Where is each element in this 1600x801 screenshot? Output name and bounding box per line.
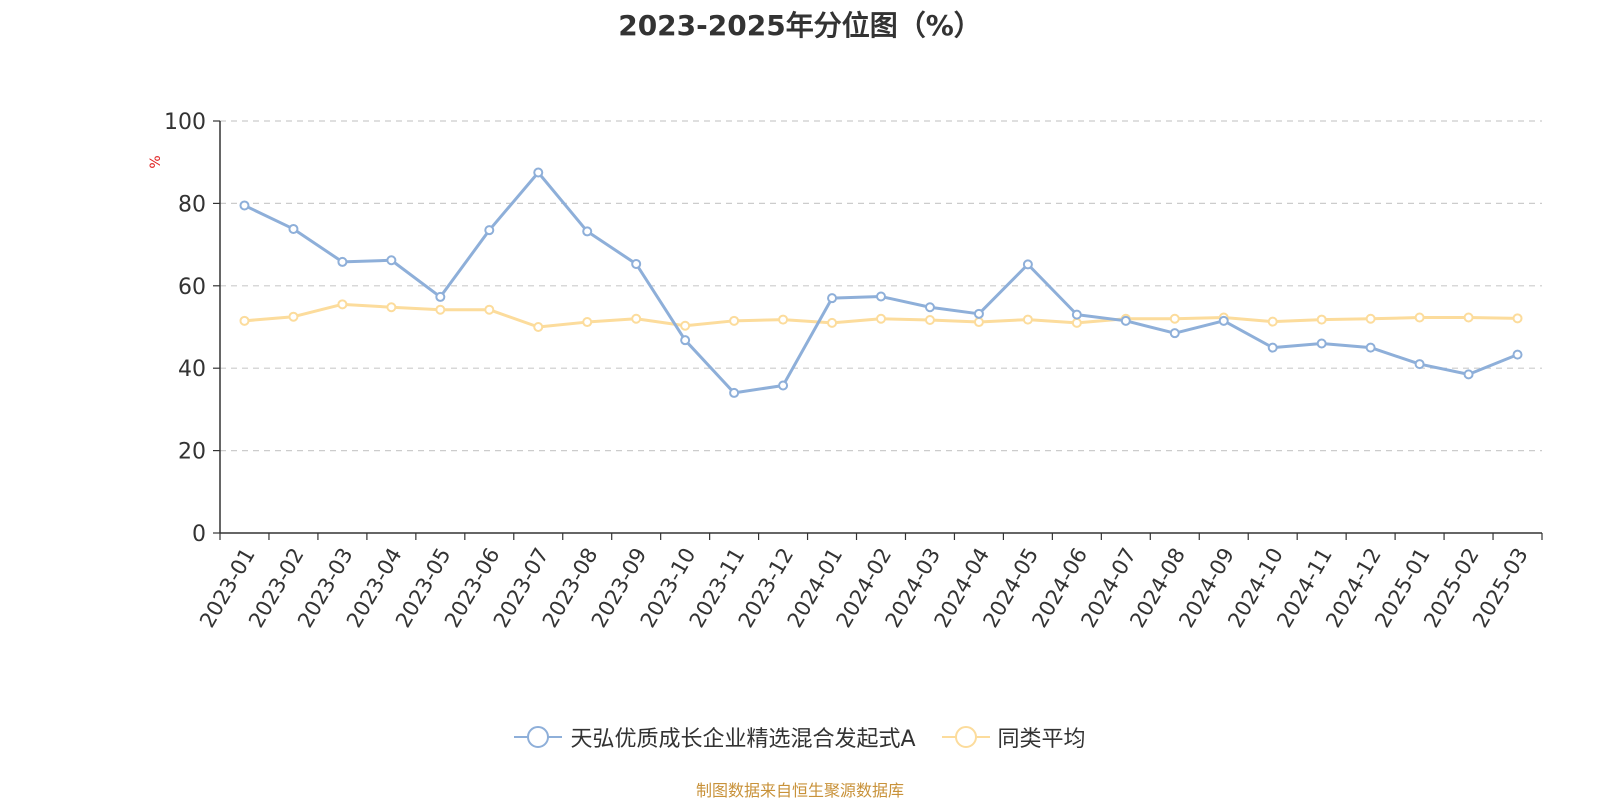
- data-point[interactable]: [1169, 313, 1180, 324]
- data-point[interactable]: [1512, 313, 1523, 324]
- y-tick-label: 80: [178, 192, 206, 217]
- axes: 0204060801002023-012023-022023-032023-04…: [164, 110, 1543, 632]
- data-point[interactable]: [582, 226, 593, 237]
- data-point[interactable]: [386, 255, 397, 266]
- legend-label-series-0: 天弘优质成长企业精选混合发起式A: [570, 727, 916, 752]
- data-point[interactable]: [1316, 314, 1327, 325]
- data-point[interactable]: [729, 387, 740, 398]
- series: [239, 167, 1523, 398]
- y-tick-label: 20: [178, 440, 206, 465]
- data-point[interactable]: [729, 315, 740, 326]
- series-0: [239, 167, 1523, 398]
- legend-label-series-1: 同类平均: [997, 727, 1086, 752]
- data-point[interactable]: [582, 317, 593, 328]
- legend: 天弘优质成长企业精选混合发起式A 同类平均: [0, 721, 1600, 753]
- data-point[interactable]: [1071, 309, 1082, 320]
- series-1: [239, 299, 1523, 332]
- data-point[interactable]: [1512, 349, 1523, 360]
- data-point[interactable]: [337, 299, 348, 310]
- data-point[interactable]: [239, 315, 250, 326]
- grid-lines: [220, 120, 1542, 452]
- data-point[interactable]: [1022, 259, 1033, 270]
- data-point[interactable]: [484, 304, 495, 315]
- y-tick-label: 60: [178, 275, 206, 300]
- data-point[interactable]: [386, 302, 397, 313]
- data-point[interactable]: [239, 200, 250, 211]
- data-point[interactable]: [1267, 342, 1278, 353]
- data-point[interactable]: [778, 314, 789, 325]
- data-point[interactable]: [876, 313, 886, 324]
- data-point[interactable]: [1169, 328, 1180, 339]
- data-point[interactable]: [1022, 314, 1033, 325]
- data-point[interactable]: [827, 317, 838, 328]
- data-point[interactable]: [827, 293, 838, 304]
- y-axis-label: %: [148, 155, 164, 168]
- y-tick-label: 40: [178, 357, 206, 382]
- data-point[interactable]: [435, 291, 446, 302]
- data-point[interactable]: [1463, 312, 1474, 323]
- data-point[interactable]: [1414, 359, 1425, 370]
- data-point[interactable]: [778, 380, 789, 391]
- data-point[interactable]: [973, 317, 984, 328]
- data-point[interactable]: [533, 322, 544, 332]
- data-point[interactable]: [484, 225, 495, 236]
- data-point[interactable]: [876, 291, 886, 302]
- series-line-0: [242, 171, 1520, 395]
- data-point[interactable]: [1365, 342, 1376, 353]
- y-tick-label: 0: [192, 522, 206, 547]
- data-point[interactable]: [1316, 338, 1327, 349]
- chart-title: 2023-2025年分位图（%）: [618, 9, 982, 42]
- data-point[interactable]: [924, 302, 935, 313]
- source-note: 制图数据来自恒生聚源数据库: [695, 781, 904, 800]
- y-tick-label: 100: [164, 110, 206, 135]
- data-point[interactable]: [1071, 317, 1082, 328]
- legend-item-series-0[interactable]: 天弘优质成长企业精选混合发起式A: [514, 721, 916, 753]
- legend-marker-icon: [514, 726, 563, 748]
- data-point[interactable]: [680, 335, 691, 346]
- legend-item-series-1[interactable]: 同类平均: [941, 721, 1086, 753]
- data-point[interactable]: [288, 223, 299, 234]
- data-point[interactable]: [1218, 315, 1229, 326]
- data-point[interactable]: [631, 313, 642, 324]
- data-point[interactable]: [631, 258, 642, 269]
- data-point[interactable]: [435, 304, 446, 315]
- legend-marker-icon: [941, 726, 990, 748]
- data-point[interactable]: [924, 314, 935, 325]
- data-point[interactable]: [1463, 369, 1474, 380]
- data-point[interactable]: [533, 167, 544, 178]
- data-point[interactable]: [337, 256, 348, 267]
- data-point[interactable]: [1414, 312, 1425, 323]
- data-point[interactable]: [1120, 315, 1131, 326]
- data-point[interactable]: [973, 308, 984, 319]
- data-point[interactable]: [1365, 313, 1376, 324]
- data-point[interactable]: [1267, 316, 1278, 327]
- data-point[interactable]: [680, 320, 691, 331]
- data-point[interactable]: [288, 311, 299, 322]
